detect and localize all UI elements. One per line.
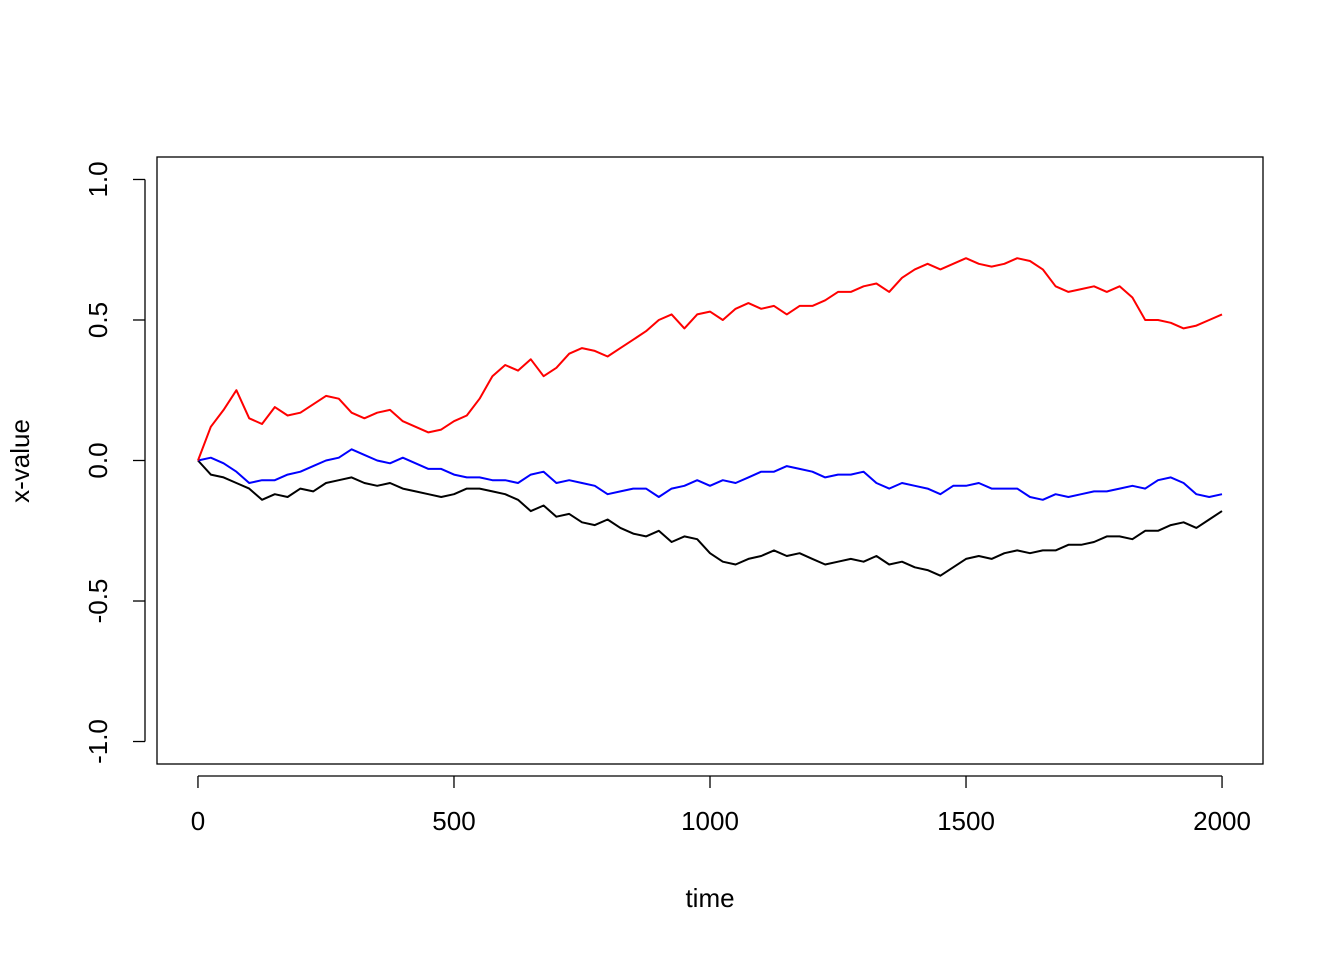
y-tick-label: 0.5 — [83, 302, 113, 338]
y-axis-label: x-value — [5, 419, 35, 503]
series-line — [197, 257, 1223, 461]
x-tick-label: 1500 — [937, 806, 995, 836]
series-line — [197, 448, 1223, 501]
x-tick-label: 0 — [191, 806, 205, 836]
y-tick-label: -0.5 — [83, 579, 113, 624]
y-tick-label: 0.0 — [83, 442, 113, 478]
y-tick-label: 1.0 — [83, 161, 113, 197]
x-tick-label: 1000 — [681, 806, 739, 836]
series-line — [197, 459, 1223, 577]
y-tick-label: -1.0 — [83, 719, 113, 764]
x-tick-label: 2000 — [1193, 806, 1251, 836]
plot-frame — [156, 156, 1264, 765]
x-axis-label: time — [685, 883, 734, 913]
x-tick-label: 500 — [432, 806, 475, 836]
